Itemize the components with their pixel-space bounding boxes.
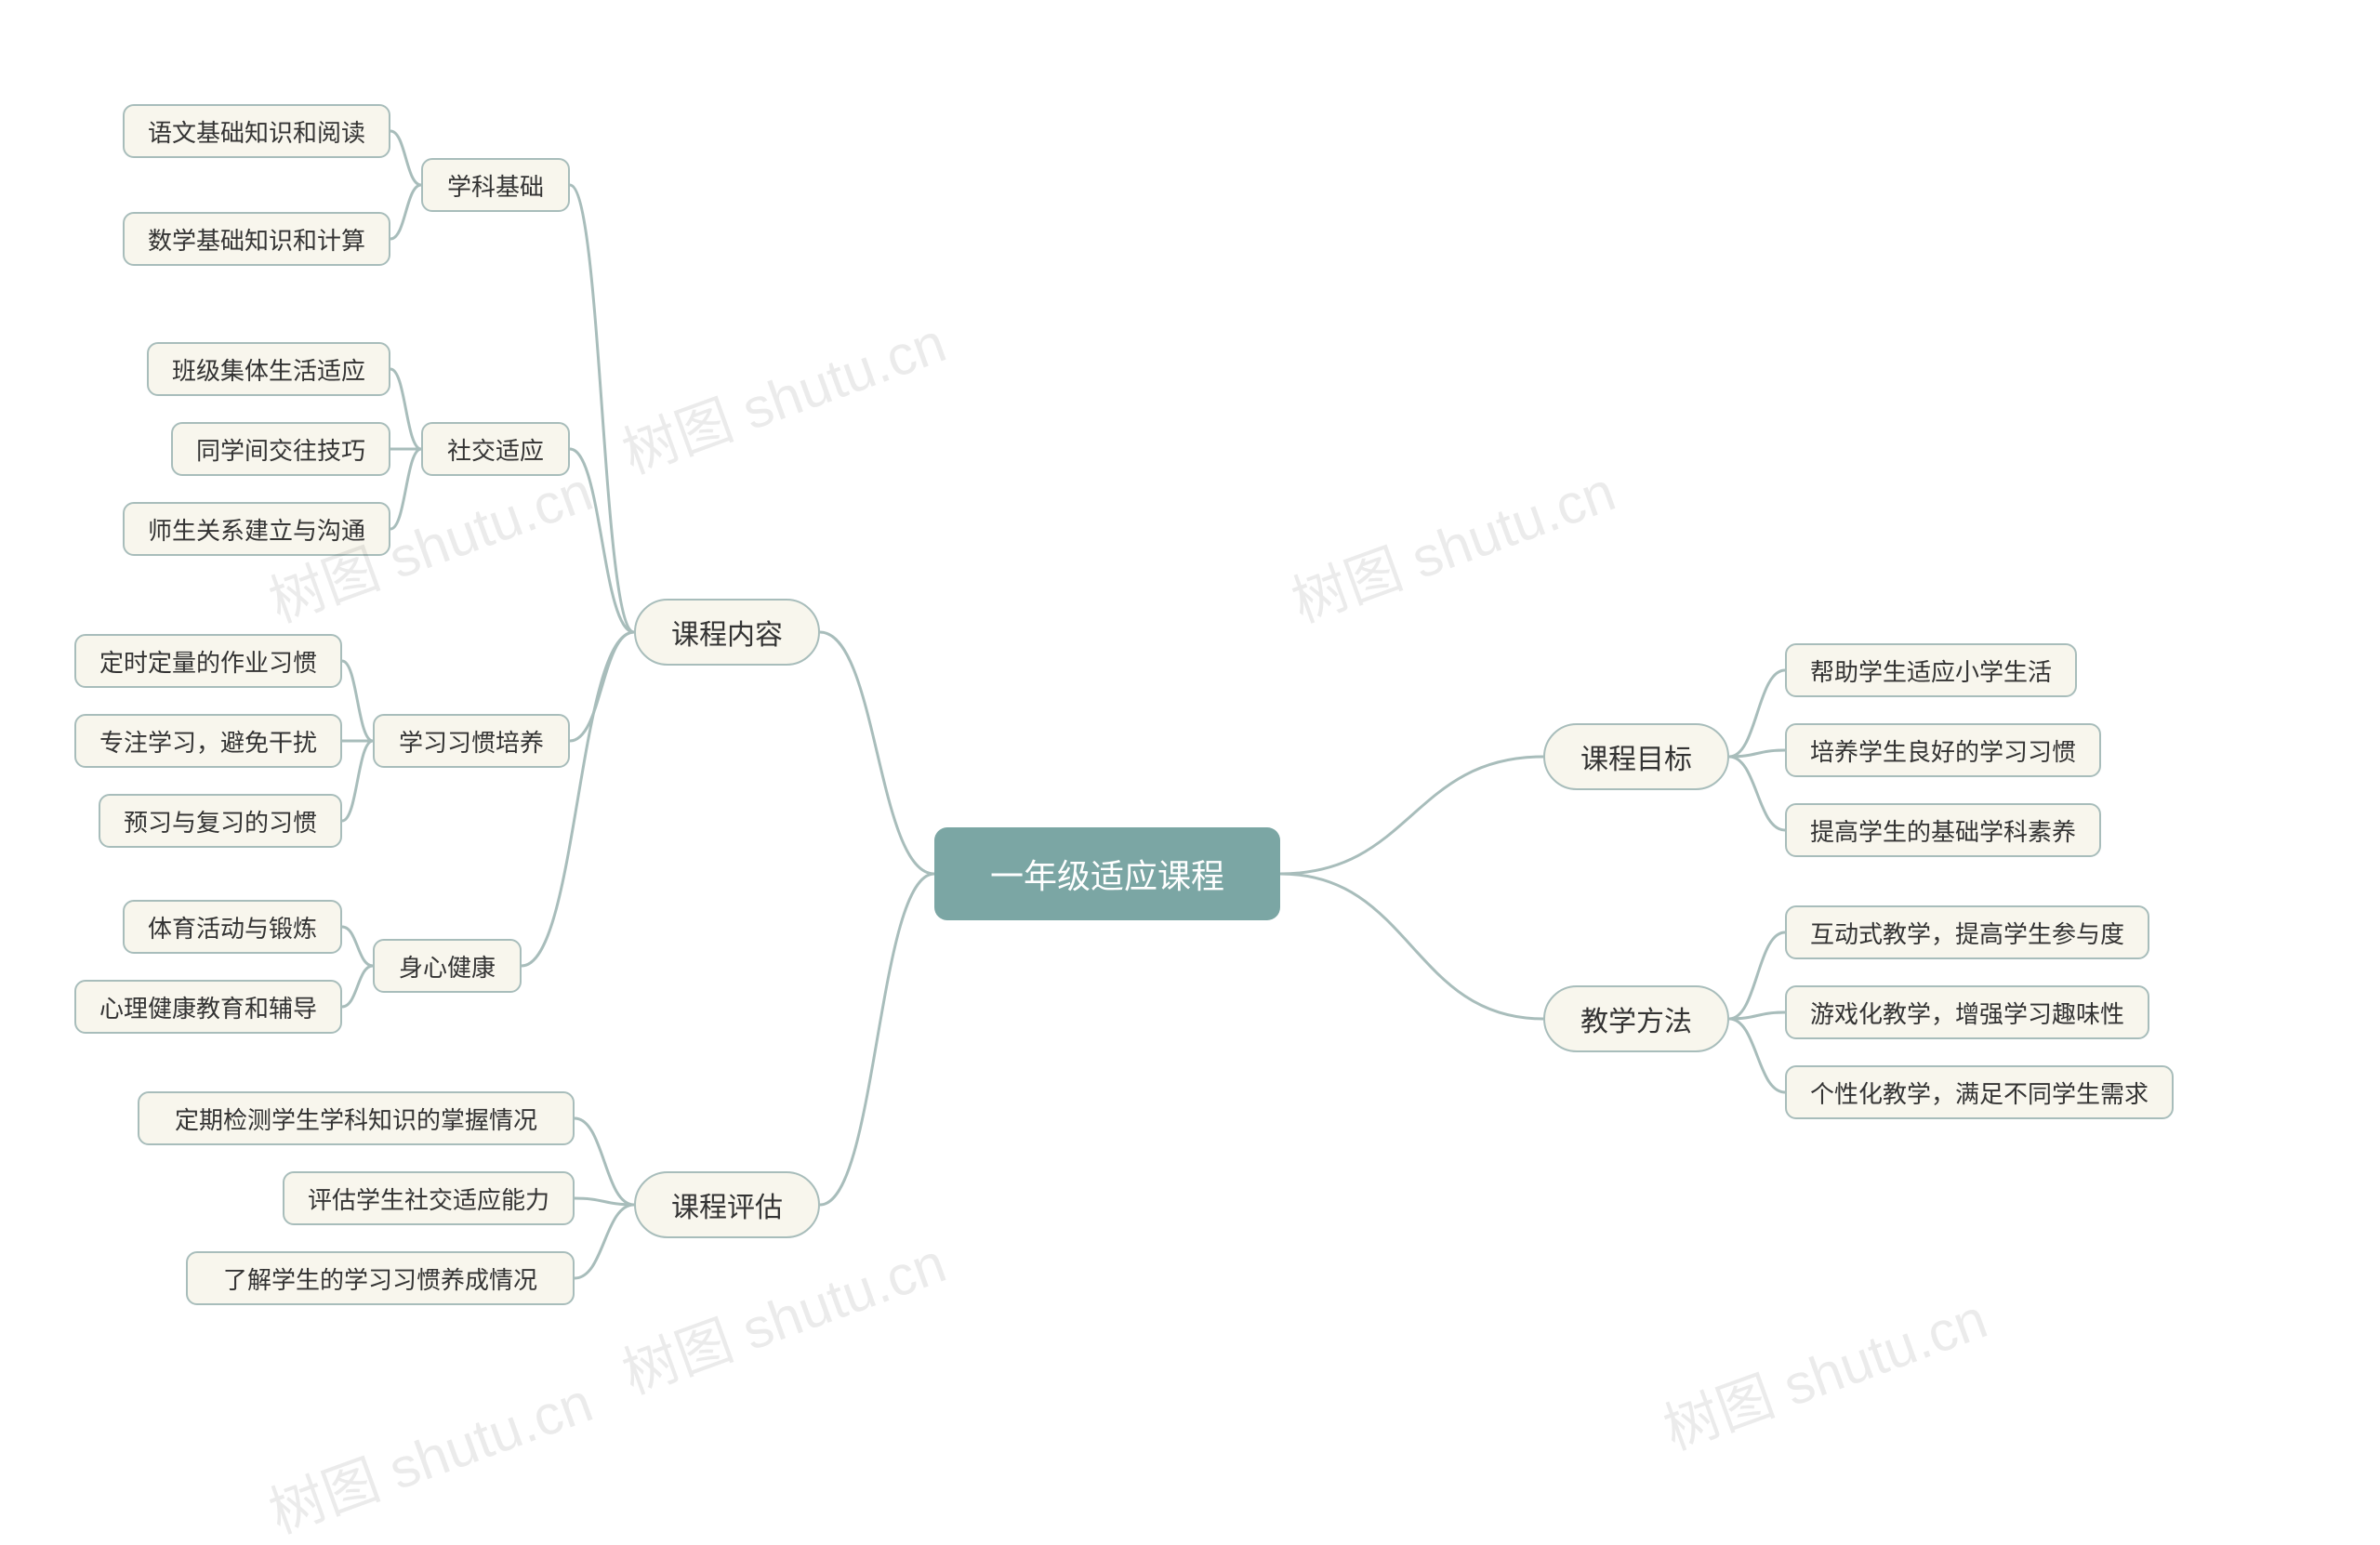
l3-left-mental[interactable]: 心理健康教育和辅导 [74,980,342,1034]
l2-left-health-label: 身心健康 [399,949,496,984]
l2-right-game[interactable]: 游戏化教学，增强学习趣味性 [1785,985,2149,1039]
watermark: 树图 shutu.cn [1279,446,1624,638]
l2-right-adapt-label: 帮助学生适应小学生活 [1810,654,2052,688]
l1-right-goal-label: 课程目标 [1580,736,1692,777]
l2-left-social-label: 社交适应 [447,432,544,467]
l3-left-focus-label: 专注学习，避免干扰 [99,724,317,759]
l1-left-assess[interactable]: 课程评估 [634,1171,820,1238]
l3-left-chinese-label: 语文基础知识和阅读 [148,114,365,149]
l3-left-class-life-label: 班级集体生活适应 [172,352,365,387]
l2-left-health[interactable]: 身心健康 [373,939,522,993]
l2-right-indiv-label: 个性化教学，满足不同学生需求 [1810,1076,2149,1110]
l3-left-hw[interactable]: 定时定量的作业习惯 [74,634,342,688]
l2-right-inter[interactable]: 互动式教学，提高学生参与度 [1785,905,2149,959]
l3-left-teacher-label: 师生关系建立与沟通 [148,512,365,547]
l2-left-know-label: 定期检测学生学科知识的掌握情况 [175,1102,537,1136]
l3-left-review-label: 预习与复习的习惯 [124,804,317,839]
l2-left-soc-label: 评估学生社交适应能力 [308,1182,549,1216]
l2-right-adapt[interactable]: 帮助学生适应小学生活 [1785,643,2077,697]
l3-left-sport-label: 体育活动与锻炼 [148,910,317,944]
watermark: 树图 shutu.cn [1651,1274,1996,1465]
l1-right-goal[interactable]: 课程目标 [1543,723,1729,790]
l3-left-math[interactable]: 数学基础知识和计算 [123,212,390,266]
l2-right-indiv[interactable]: 个性化教学，满足不同学生需求 [1785,1065,2174,1119]
l3-left-peer-label: 同学间交往技巧 [196,432,365,467]
l2-right-habit2[interactable]: 培养学生良好的学习习惯 [1785,723,2101,777]
l2-left-social[interactable]: 社交适应 [421,422,570,476]
l1-left-content[interactable]: 课程内容 [634,599,820,666]
l2-left-subject[interactable]: 学科基础 [421,158,570,212]
l2-left-habit-label: 学习习惯培养 [399,724,544,759]
l2-left-subject-label: 学科基础 [447,168,544,203]
l2-left-habit[interactable]: 学习习惯培养 [373,714,570,768]
l2-left-soc[interactable]: 评估学生社交适应能力 [283,1171,575,1225]
l2-left-hab[interactable]: 了解学生的学习习惯养成情况 [186,1251,575,1305]
l3-left-math-label: 数学基础知识和计算 [148,222,365,257]
l1-right-method[interactable]: 教学方法 [1543,985,1729,1052]
l3-left-review[interactable]: 预习与复习的习惯 [99,794,342,848]
l3-left-sport[interactable]: 体育活动与锻炼 [123,900,342,954]
watermark: 树图 shutu.cn [610,297,955,489]
l2-left-know[interactable]: 定期检测学生学科知识的掌握情况 [138,1091,575,1145]
l3-left-mental-label: 心理健康教育和辅导 [99,990,317,1024]
l2-right-habit2-label: 培养学生良好的学习习惯 [1810,733,2076,768]
l3-left-focus[interactable]: 专注学习，避免干扰 [74,714,342,768]
l3-left-peer[interactable]: 同学间交往技巧 [171,422,390,476]
l2-right-game-label: 游戏化教学，增强学习趣味性 [1810,996,2124,1030]
l2-right-quality-label: 提高学生的基础学科素养 [1810,813,2076,848]
l2-right-inter-label: 互动式教学，提高学生参与度 [1810,916,2124,950]
l1-left-content-label: 课程内容 [671,612,783,653]
l3-left-hw-label: 定时定量的作业习惯 [99,644,317,679]
l3-left-class-life[interactable]: 班级集体生活适应 [147,342,390,396]
root-node[interactable]: 一年级适应课程 [934,827,1280,920]
l3-left-chinese[interactable]: 语文基础知识和阅读 [123,104,390,158]
l1-left-assess-label: 课程评估 [671,1184,783,1225]
watermark: 树图 shutu.cn [610,1218,955,1409]
l2-right-quality[interactable]: 提高学生的基础学科素养 [1785,803,2101,857]
root-label: 一年级适应课程 [990,850,1224,898]
watermark: 树图 shutu.cn [257,1357,602,1545]
l2-left-hab-label: 了解学生的学习习惯养成情况 [223,1261,537,1296]
l1-right-method-label: 教学方法 [1580,998,1692,1039]
l3-left-teacher[interactable]: 师生关系建立与沟通 [123,502,390,556]
